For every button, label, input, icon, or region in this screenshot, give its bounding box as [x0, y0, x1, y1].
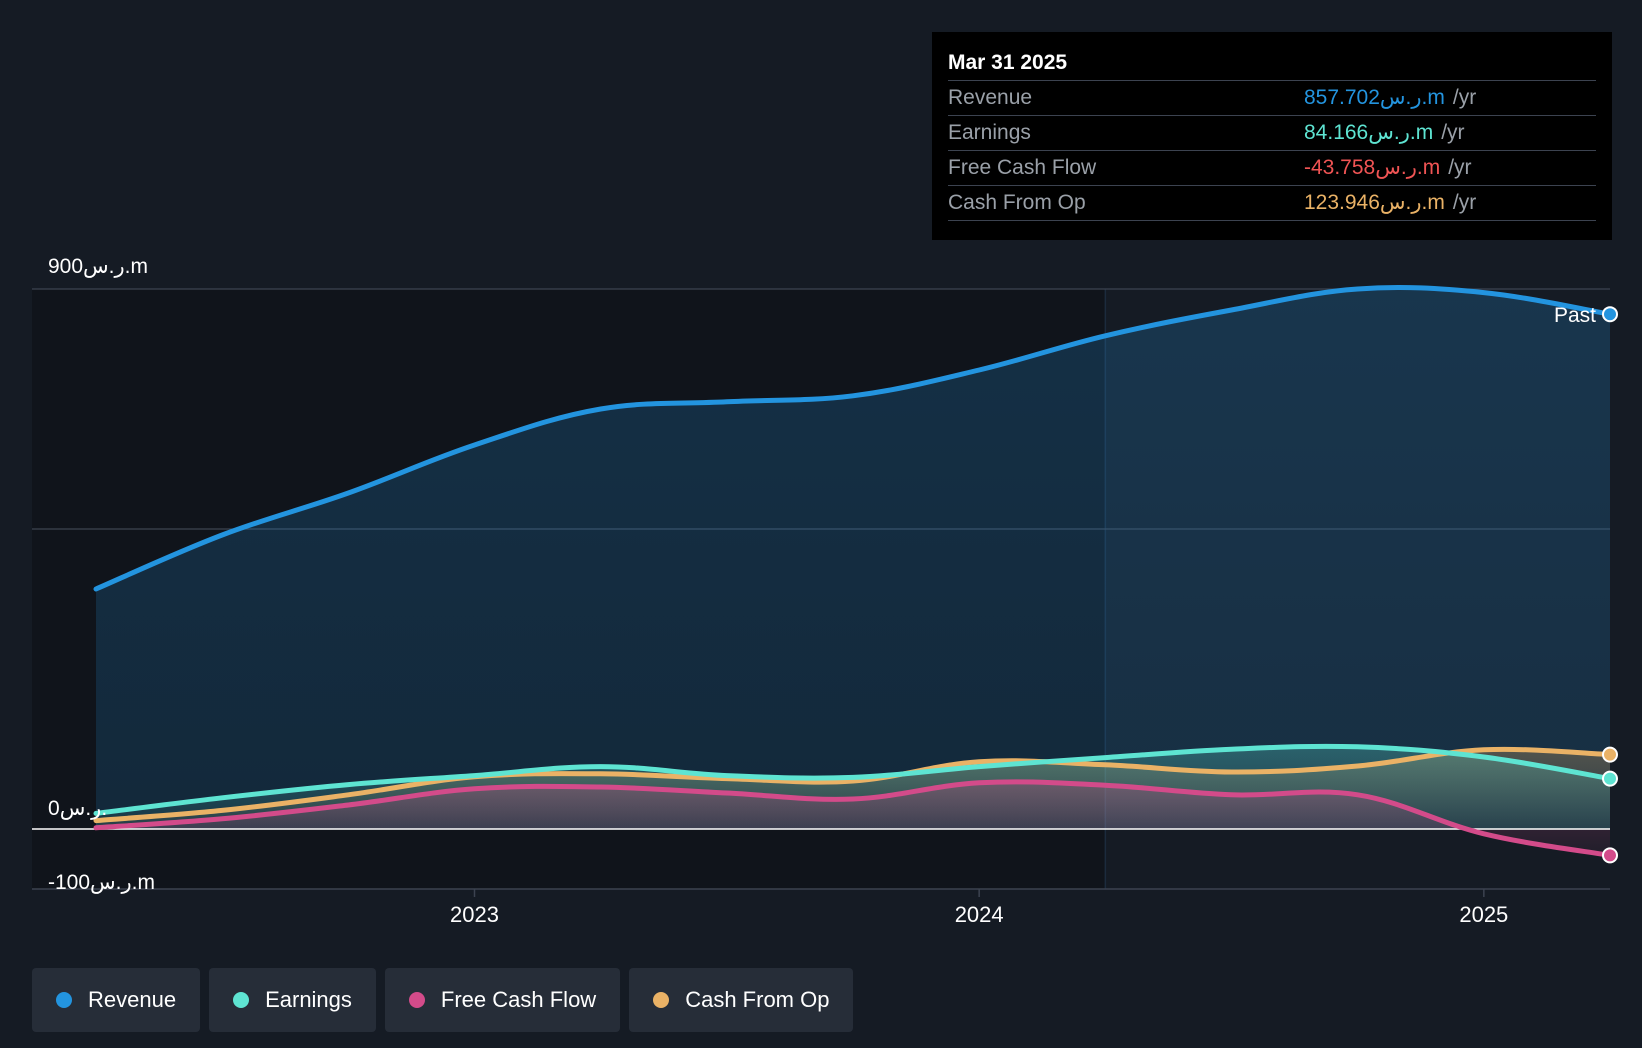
free-cash-flow-area	[96, 781, 1610, 856]
legend-dot-icon	[653, 992, 670, 1008]
tooltip-unit: /yr	[1452, 86, 1477, 109]
y-tick-label: -100ر.س.m	[48, 871, 155, 894]
tooltip-date: Mar 31 2025	[948, 46, 1596, 81]
revenue-line	[93, 285, 1613, 592]
tooltip-unit: /yr	[1448, 156, 1472, 179]
legend-item-revenue[interactable]: Revenue	[32, 968, 201, 1032]
legend-item-free-cash-flow[interactable]: Free Cash Flow	[384, 968, 621, 1032]
legend-item-cash-from-op[interactable]: Cash From Op	[629, 968, 854, 1032]
legend-label: Revenue	[88, 987, 177, 1012]
legend-item-earnings[interactable]: Earnings	[209, 968, 376, 1032]
free-cash-flow-line	[93, 779, 1613, 858]
past-label: Past	[1554, 304, 1596, 327]
tooltip-row-earnings: Earnings 84.166ر.س.m /yr	[948, 116, 1596, 151]
tooltip-label: Revenue	[948, 86, 1033, 109]
free-cash-flow-endpoint[interactable]	[1602, 847, 1618, 864]
tooltip-row-revenue: Revenue 857.702ر.س.m /yr	[948, 81, 1596, 116]
legend-dot-icon	[56, 992, 72, 1008]
tooltip-value: 84.166ر.س.m	[1304, 121, 1434, 144]
revenue-endpoint[interactable]	[1602, 306, 1618, 323]
tooltip-unit: /yr	[1441, 121, 1465, 144]
tooltip-unit: /yr	[1452, 191, 1477, 214]
tooltip-label: Earnings	[948, 121, 1031, 144]
x-tick-label: 2025	[1459, 902, 1508, 927]
tooltip-panel: Mar 31 2025 Revenue 857.702ر.س.m /yr Ear…	[932, 32, 1612, 240]
tooltip-label: Cash From Op	[948, 191, 1086, 214]
tooltip-label: Free Cash Flow	[948, 156, 1097, 179]
x-tick-label: 2023	[450, 902, 499, 927]
x-tick-label: 2024	[955, 902, 1004, 927]
cash-from-op-line	[93, 746, 1613, 824]
legend-dot-icon	[408, 992, 425, 1008]
tooltip-value: -43.758ر.س.m	[1304, 156, 1441, 179]
tooltip-value: 123.946ر.س.m	[1304, 191, 1445, 214]
legend-label: Free Cash Flow	[440, 987, 597, 1012]
legend-label: Cash From Op	[685, 987, 830, 1012]
earnings-endpoint[interactable]	[1602, 770, 1618, 787]
revenue-area	[96, 287, 1610, 830]
legend-dot-icon	[233, 992, 250, 1008]
tooltip-row-free-cash-flow: Free Cash Flow -43.758ر.س.m /yr	[948, 151, 1596, 186]
y-tick-label: 900ر.س.m	[48, 255, 148, 278]
legend-label: Earnings	[265, 987, 352, 1012]
tooltip-value: 857.702ر.س.m	[1304, 86, 1445, 109]
y-tick-label: 0ر.س.	[48, 797, 107, 820]
earnings-line	[93, 743, 1613, 816]
chart-legend: Revenue Earnings Free Cash Flow Cash Fro…	[32, 968, 854, 1032]
tooltip-row-cash-from-op: Cash From Op 123.946ر.س.m /yr	[948, 186, 1596, 221]
cash-from-op-endpoint[interactable]	[1602, 746, 1618, 763]
